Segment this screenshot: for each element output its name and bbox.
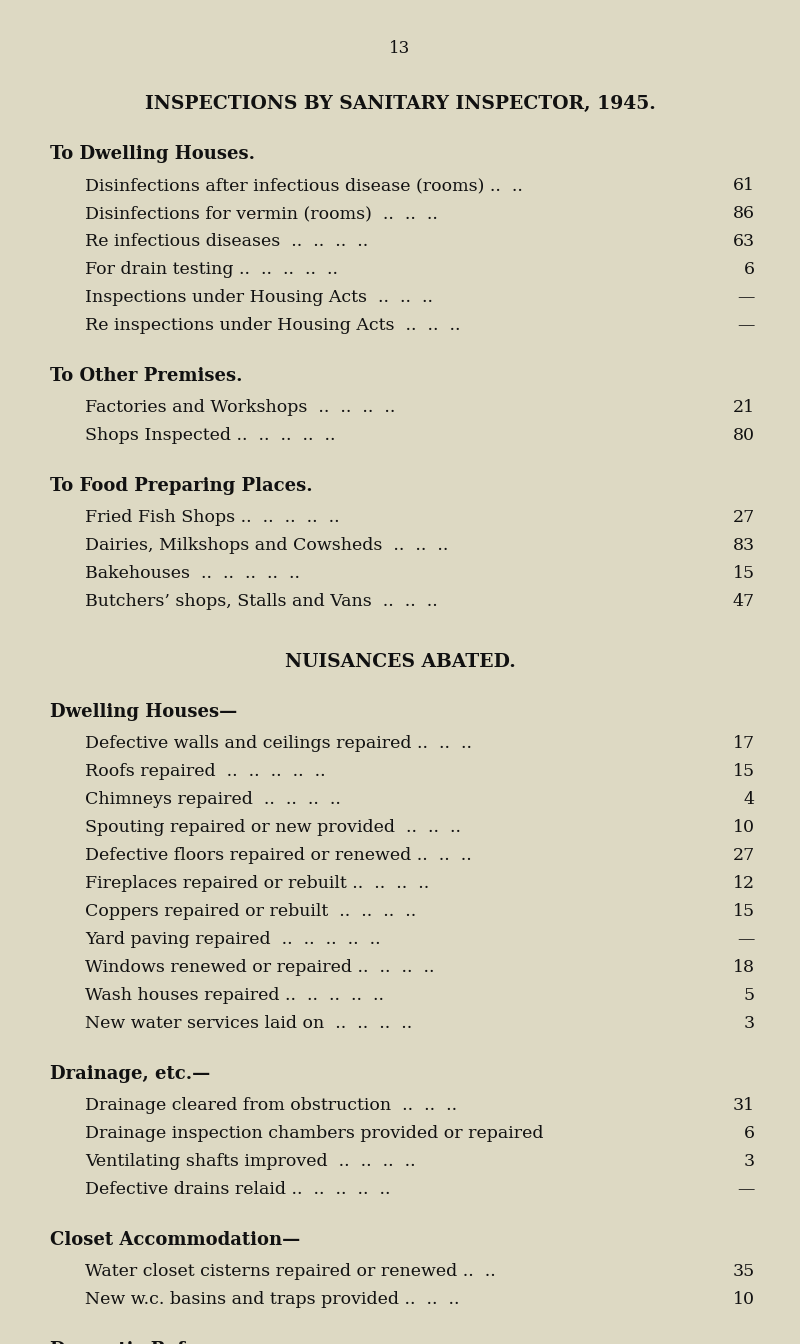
Text: —: — <box>738 317 755 335</box>
Text: Roofs repaired  ..  ..  ..  ..  ..: Roofs repaired .. .. .. .. .. <box>85 763 337 780</box>
Text: 4: 4 <box>744 792 755 808</box>
Text: To Dwelling Houses.: To Dwelling Houses. <box>50 145 255 163</box>
Text: 17: 17 <box>733 735 755 753</box>
Text: Re infectious diseases  ..  ..  ..  ..: Re infectious diseases .. .. .. .. <box>85 233 379 250</box>
Text: 86: 86 <box>733 206 755 222</box>
Text: 3: 3 <box>744 1015 755 1032</box>
Text: 13: 13 <box>390 40 410 56</box>
Text: New water services laid on  ..  ..  ..  ..: New water services laid on .. .. .. .. <box>85 1015 423 1032</box>
Text: 5: 5 <box>744 986 755 1004</box>
Text: To Food Preparing Places.: To Food Preparing Places. <box>50 477 313 495</box>
Text: 61: 61 <box>733 177 755 194</box>
Text: —: — <box>738 289 755 306</box>
Text: Factories and Workshops  ..  ..  ..  ..: Factories and Workshops .. .. .. .. <box>85 399 406 417</box>
Text: —: — <box>738 1181 755 1198</box>
Text: Re inspections under Housing Acts  ..  ..  ..: Re inspections under Housing Acts .. .. … <box>85 317 471 335</box>
Text: 31: 31 <box>733 1097 755 1114</box>
Text: Wash houses repaired ..  ..  ..  ..  ..: Wash houses repaired .. .. .. .. .. <box>85 986 395 1004</box>
Text: 3: 3 <box>744 1153 755 1171</box>
Text: 10: 10 <box>733 1292 755 1308</box>
Text: 15: 15 <box>733 564 755 582</box>
Text: Disinfections after infectious disease (rooms) ..  ..: Disinfections after infectious disease (… <box>85 177 534 194</box>
Text: To Other Premises.: To Other Premises. <box>50 367 242 384</box>
Text: Windows renewed or repaired ..  ..  ..  ..: Windows renewed or repaired .. .. .. .. <box>85 960 446 976</box>
Text: 21: 21 <box>733 399 755 417</box>
Text: 18: 18 <box>733 960 755 976</box>
Text: 35: 35 <box>733 1263 755 1279</box>
Text: 83: 83 <box>733 538 755 554</box>
Text: Dwelling Houses—: Dwelling Houses— <box>50 703 238 720</box>
Text: 15: 15 <box>733 763 755 780</box>
Text: Yard paving repaired  ..  ..  ..  ..  ..: Yard paving repaired .. .. .. .. .. <box>85 931 392 948</box>
Text: 63: 63 <box>733 233 755 250</box>
Text: 15: 15 <box>733 903 755 921</box>
Text: Defective floors repaired or renewed ..  ..  ..: Defective floors repaired or renewed .. … <box>85 847 482 864</box>
Text: —: — <box>738 931 755 948</box>
Text: New w.c. basins and traps provided ..  ..  ..: New w.c. basins and traps provided .. ..… <box>85 1292 470 1308</box>
Text: Disinfections for vermin (rooms)  ..  ..  ..: Disinfections for vermin (rooms) .. .. .… <box>85 206 449 222</box>
Text: Ventilating shafts improved  ..  ..  ..  ..: Ventilating shafts improved .. .. .. .. <box>85 1153 426 1171</box>
Text: Chimneys repaired  ..  ..  ..  ..: Chimneys repaired .. .. .. .. <box>85 792 352 808</box>
Text: Bakehouses  ..  ..  ..  ..  ..: Bakehouses .. .. .. .. .. <box>85 564 311 582</box>
Text: Fried Fish Shops ..  ..  ..  ..  ..: Fried Fish Shops .. .. .. .. .. <box>85 509 350 526</box>
Text: Spouting repaired or new provided  ..  ..  ..: Spouting repaired or new provided .. .. … <box>85 818 472 836</box>
Text: Butchers’ shops, Stalls and Vans  ..  ..  ..: Butchers’ shops, Stalls and Vans .. .. .… <box>85 593 449 610</box>
Text: Fireplaces repaired or rebuilt ..  ..  ..  ..: Fireplaces repaired or rebuilt .. .. .. … <box>85 875 440 892</box>
Text: Water closet cisterns repaired or renewed ..  ..: Water closet cisterns repaired or renewe… <box>85 1263 506 1279</box>
Text: Dairies, Milkshops and Cowsheds  ..  ..  ..: Dairies, Milkshops and Cowsheds .. .. .. <box>85 538 459 554</box>
Text: 27: 27 <box>733 847 755 864</box>
Text: For drain testing ..  ..  ..  ..  ..: For drain testing .. .. .. .. .. <box>85 261 349 278</box>
Text: Inspections under Housing Acts  ..  ..  ..: Inspections under Housing Acts .. .. .. <box>85 289 444 306</box>
Text: 6: 6 <box>744 261 755 278</box>
Text: Drainage, etc.—: Drainage, etc.— <box>50 1064 210 1083</box>
Text: 80: 80 <box>733 427 755 444</box>
Text: Defective walls and ceilings repaired ..  ..  ..: Defective walls and ceilings repaired ..… <box>85 735 483 753</box>
Text: 47: 47 <box>733 593 755 610</box>
Text: Shops Inspected ..  ..  ..  ..  ..: Shops Inspected .. .. .. .. .. <box>85 427 346 444</box>
Text: 27: 27 <box>733 509 755 526</box>
Text: 12: 12 <box>733 875 755 892</box>
Text: Drainage inspection chambers provided or repaired: Drainage inspection chambers provided or… <box>85 1125 543 1142</box>
Text: 6: 6 <box>744 1125 755 1142</box>
Text: Closet Accommodation—: Closet Accommodation— <box>50 1231 300 1249</box>
Text: 10: 10 <box>733 818 755 836</box>
Text: Defective drains relaid ..  ..  ..  ..  ..: Defective drains relaid .. .. .. .. .. <box>85 1181 402 1198</box>
Text: INSPECTIONS BY SANITARY INSPECTOR, 1945.: INSPECTIONS BY SANITARY INSPECTOR, 1945. <box>145 95 655 113</box>
Text: Domestic Refuse—: Domestic Refuse— <box>50 1341 238 1344</box>
Text: Drainage cleared from obstruction  ..  ..  ..: Drainage cleared from obstruction .. .. … <box>85 1097 468 1114</box>
Text: Coppers repaired or rebuilt  ..  ..  ..  ..: Coppers repaired or rebuilt .. .. .. .. <box>85 903 427 921</box>
Text: NUISANCES ABATED.: NUISANCES ABATED. <box>285 653 515 671</box>
